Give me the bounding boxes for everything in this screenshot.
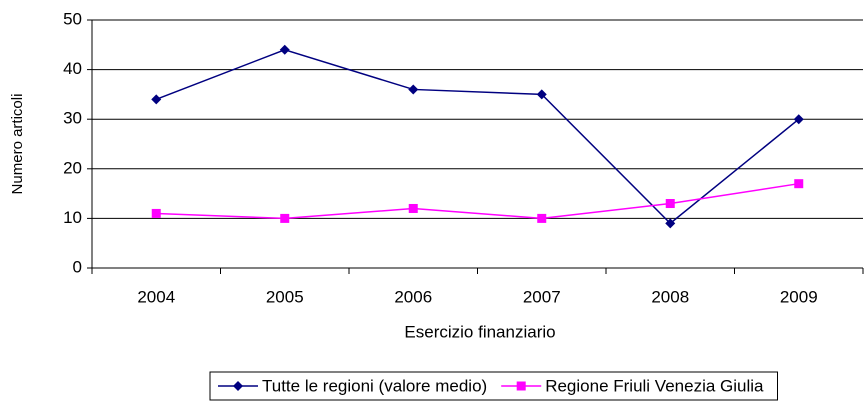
x-tick-label: 2006 <box>394 287 432 306</box>
marker <box>794 179 804 189</box>
y-tick-label: 20 <box>63 158 82 177</box>
marker <box>537 213 547 223</box>
marker <box>665 199 675 209</box>
marker <box>793 114 804 125</box>
legend-label: Regione Friuli Venezia Giulia <box>545 376 764 395</box>
y-tick-label: 50 <box>63 9 82 28</box>
legend-box <box>209 371 778 401</box>
marker <box>408 203 418 213</box>
x-tick-label: 2009 <box>780 287 818 306</box>
marker <box>233 381 243 391</box>
y-tick-label: 0 <box>73 257 82 276</box>
legend: Tutte le regioni (valore medio) Regione F… <box>209 371 778 401</box>
y-tick-label: 40 <box>63 59 82 78</box>
x-tick-label: 2004 <box>137 287 175 306</box>
marker <box>151 208 161 218</box>
marker <box>536 89 547 100</box>
series-line <box>156 182 799 220</box>
marker <box>151 94 162 105</box>
marker <box>408 84 419 95</box>
x-axis-title: Esercizio finanziario <box>404 322 555 341</box>
y-tick-label: 10 <box>63 208 82 227</box>
marker <box>516 381 526 391</box>
marker <box>279 44 290 55</box>
marker <box>280 213 290 223</box>
x-tick-label: 2005 <box>266 287 304 306</box>
legend-label: Tutte le regioni (valore medio) <box>262 376 487 395</box>
x-tick-label: 2008 <box>651 287 689 306</box>
marker <box>665 218 676 229</box>
series-line <box>155 48 800 225</box>
x-tick-label: 2007 <box>523 287 561 306</box>
y-axis-title: Numero articoli <box>9 94 26 195</box>
y-tick-label: 30 <box>63 109 82 128</box>
